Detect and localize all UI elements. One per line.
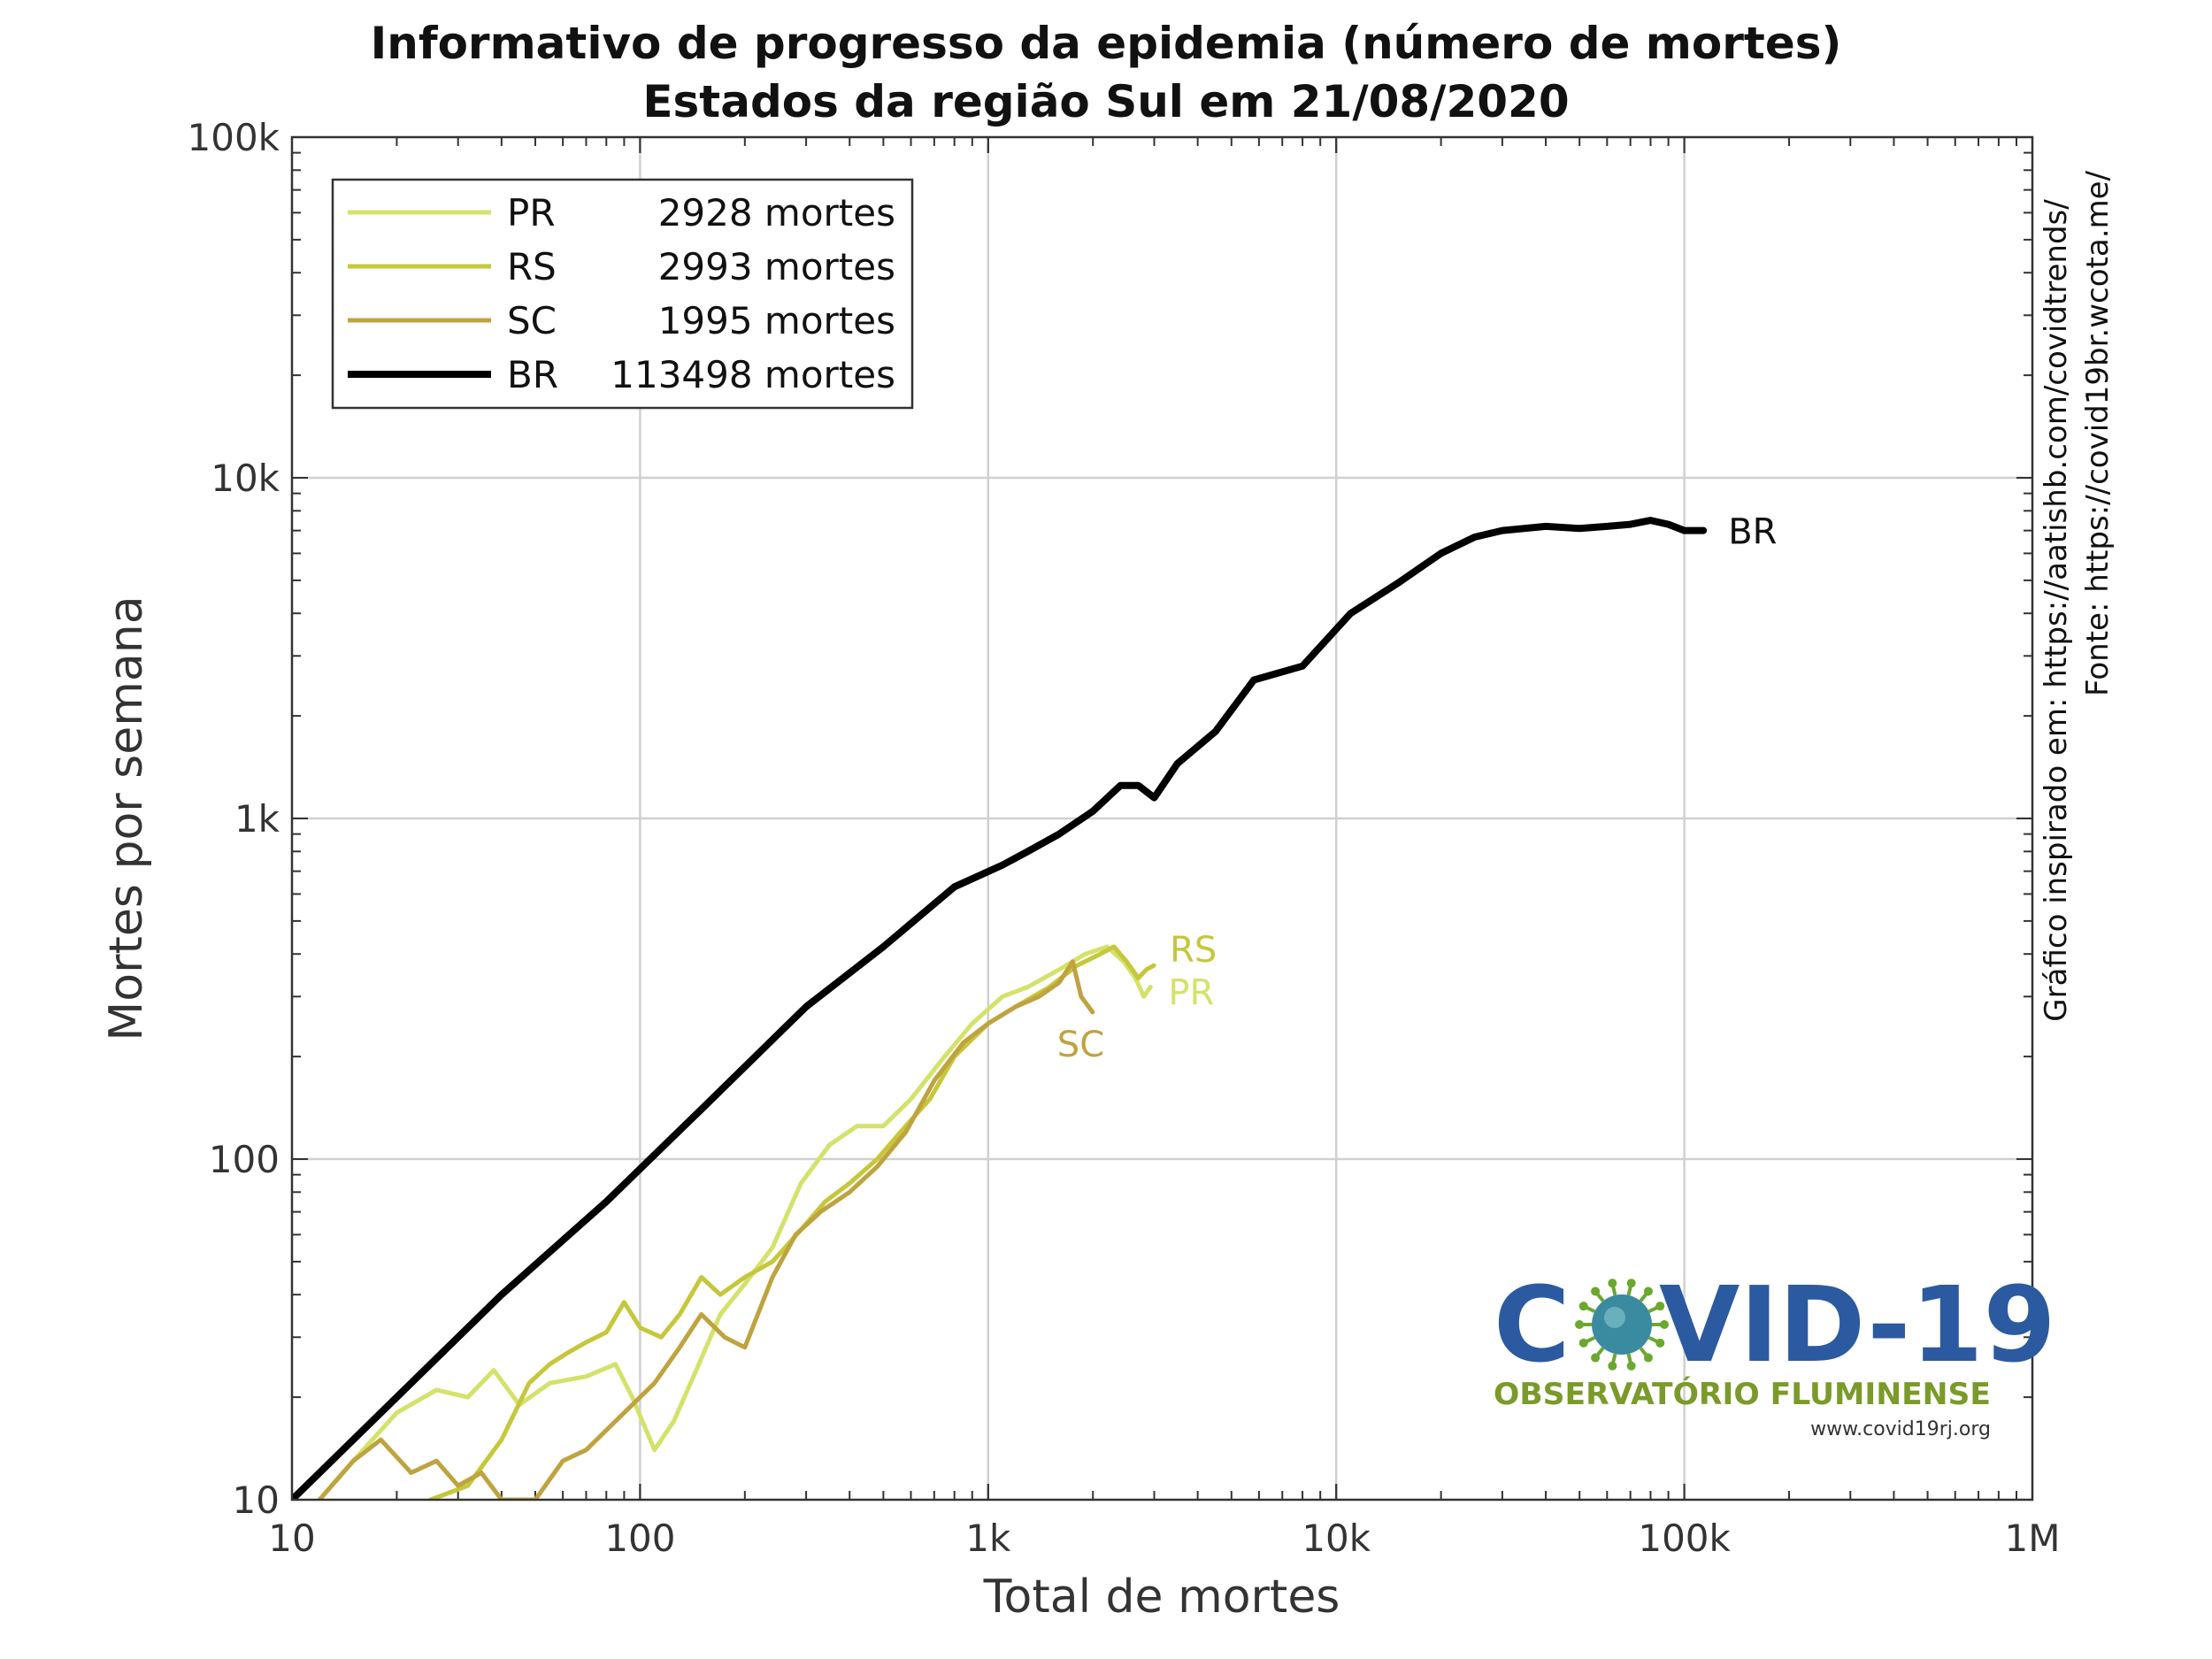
end-label-rs: RS xyxy=(1170,930,1217,971)
virus-highlight xyxy=(1604,1307,1625,1328)
y-tick-label: 1k xyxy=(234,797,280,841)
legend-count-br: 113498 mortes xyxy=(611,353,895,396)
virus-spike-tip xyxy=(1575,1320,1584,1329)
series-line-pr xyxy=(317,944,1153,1500)
virus-spike-tip xyxy=(1608,1279,1617,1288)
legend-name-pr: PR xyxy=(507,191,556,234)
y-tick-labels: 10 100 1k 10k 100k xyxy=(188,116,280,1522)
virus-spike-tip xyxy=(1655,1302,1665,1311)
legend-count-pr: 2928 mortes xyxy=(658,191,895,234)
y-tick-label: 100k xyxy=(188,116,280,159)
logo-subtitle: OBSERVATÓRIO FLUMINENSE xyxy=(1494,1376,1991,1412)
virus-spike-tip xyxy=(1578,1302,1588,1311)
virus-spike-tip xyxy=(1660,1320,1669,1329)
chart-title: Informativo de progresso da epidemia (nú… xyxy=(371,18,1842,69)
chart-subtitle: Estados da região Sul em 21/08/2020 xyxy=(642,76,1569,127)
legend-name-rs: RS xyxy=(507,245,557,288)
virus-spike-tip xyxy=(1591,1353,1601,1363)
end-label-sc: SC xyxy=(1057,1025,1104,1065)
covid19-logo: C VID-19 OBSERVATÓRIO FLUMINENSE www.cov… xyxy=(1494,1263,2056,1440)
plot-frame xyxy=(290,135,2034,1502)
x-tick-label: 100 xyxy=(604,1517,675,1560)
virus-spike-tip xyxy=(1578,1338,1588,1348)
legend-name-br: BR xyxy=(507,353,558,396)
y-tick-label: 10 xyxy=(233,1479,280,1522)
y-axis-label: Mortes por semana xyxy=(100,595,153,1041)
end-label-pr: PR xyxy=(1168,973,1214,1014)
series-line-br xyxy=(292,517,1708,1500)
y-tick-label: 100 xyxy=(209,1138,280,1181)
x-axis-label: Total de mortes xyxy=(983,1571,1340,1624)
series-group xyxy=(292,517,1708,1500)
side-note-source: Fonte: https://covid19br.wcota.me/ xyxy=(2080,170,2116,696)
legend-name-sc: SC xyxy=(507,299,557,342)
y-tick-label: 10k xyxy=(211,457,280,500)
legend-count-rs: 2993 mortes xyxy=(658,245,895,288)
side-note-inspiration: Gráfico inspirado em: https://aatishb.co… xyxy=(2039,199,2074,1022)
legend-box xyxy=(331,178,914,410)
virus-spike-tip xyxy=(1655,1338,1665,1348)
minor-ticks xyxy=(291,136,2033,1501)
legend: PR 2928 mortes RS 2993 mortes SC 1995 mortes B… xyxy=(331,178,914,410)
x-tick-label: 1M xyxy=(2005,1517,2061,1560)
logo-url: www.covid19rj.org xyxy=(1810,1418,1991,1440)
virus-spike-tip xyxy=(1591,1286,1601,1296)
virus-icon xyxy=(1575,1279,1669,1371)
series-line-sc xyxy=(317,959,1095,1500)
x-tick-labels: 10 100 1k 10k 100k 1M xyxy=(268,1517,2060,1560)
x-tick-label: 100k xyxy=(1638,1517,1731,1560)
logo-brand-right: VID-19 xyxy=(1659,1263,2056,1386)
virus-spike-tip xyxy=(1643,1353,1653,1363)
x-tick-label: 1k xyxy=(965,1517,1011,1560)
x-tick-label: 10k xyxy=(1302,1517,1371,1560)
virus-spike-tip xyxy=(1626,1279,1636,1288)
virus-spike-tip xyxy=(1626,1361,1636,1371)
logo-brand-left: C xyxy=(1494,1263,1571,1386)
virus-spike-tip xyxy=(1643,1286,1653,1296)
legend-count-sc: 1995 mortes xyxy=(658,299,895,342)
end-label-br: BR xyxy=(1728,512,1777,553)
x-tick-label: 10 xyxy=(268,1517,315,1560)
virus-spike-tip xyxy=(1608,1361,1617,1371)
